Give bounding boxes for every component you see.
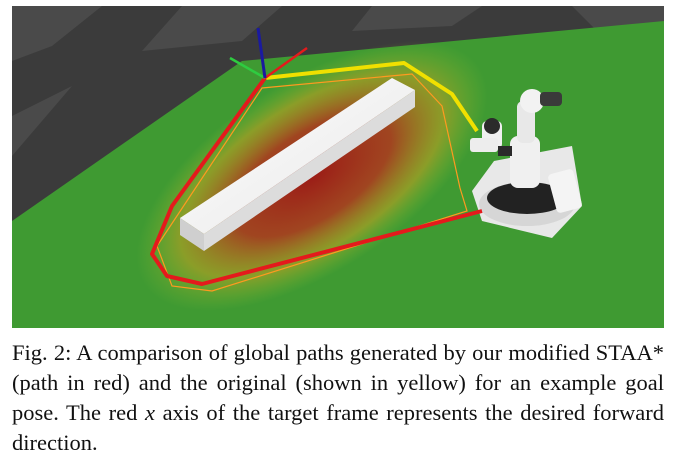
white-obstacle-box <box>180 78 415 251</box>
inflation-outline <box>156 73 468 292</box>
goal-pose-frame <box>229 27 308 80</box>
figure-caption: Fig. 2: A comparison of global paths gen… <box>12 338 664 458</box>
caption-text-2: axis of the target frame represents the … <box>12 400 664 455</box>
caption-variable: x <box>144 400 155 425</box>
original-path <box>264 61 479 133</box>
modified-path <box>150 76 483 286</box>
mobile-manipulator-robot <box>470 89 582 238</box>
caption-text-1: Fig. 2: A comparison of global paths gen… <box>12 340 664 425</box>
figure-image <box>12 6 664 328</box>
scene-svg <box>12 6 664 328</box>
